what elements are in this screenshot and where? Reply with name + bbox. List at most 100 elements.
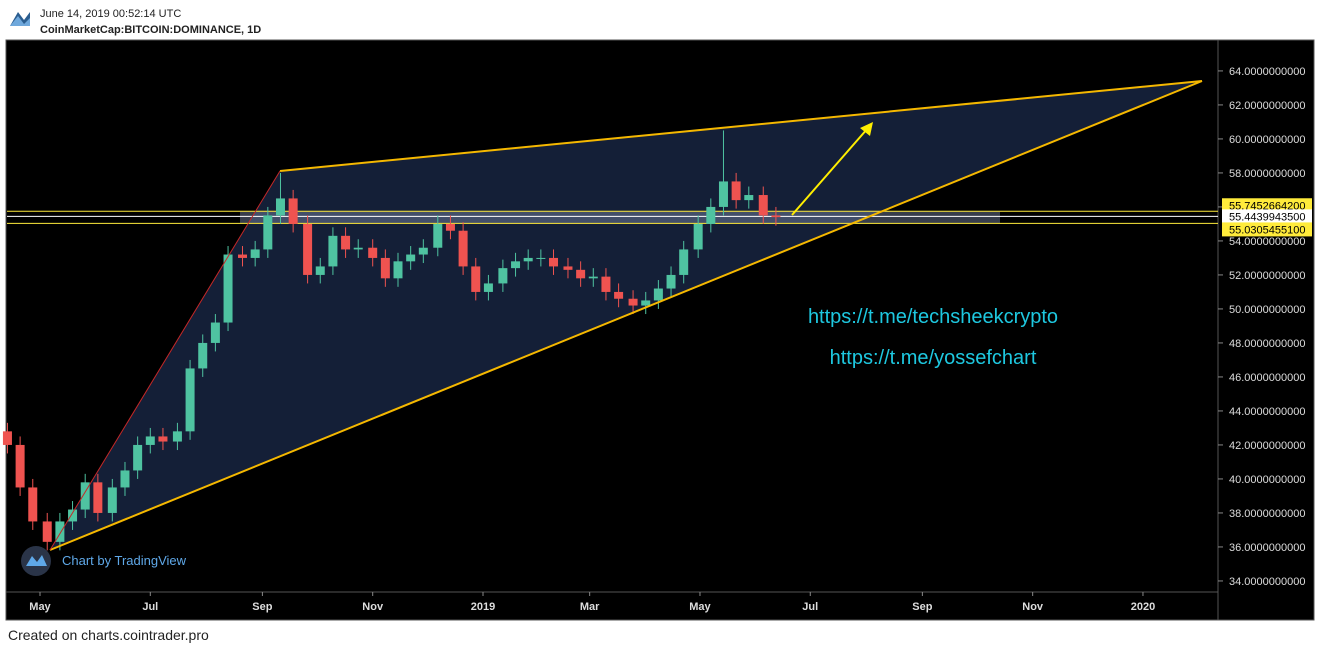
y-tick-label: 50.0000000000 — [1229, 304, 1305, 316]
candle-body — [471, 266, 481, 292]
x-tick-label: Jul — [802, 601, 818, 613]
candle-body — [758, 195, 768, 216]
candle-body — [288, 198, 298, 224]
candle-body — [523, 257, 533, 262]
y-tick-label: 64.0000000000 — [1229, 66, 1305, 78]
y-tick-label: 34.0000000000 — [1229, 576, 1305, 588]
y-tick-label: 60.0000000000 — [1229, 134, 1305, 146]
candle-body — [238, 254, 248, 258]
x-tick-label: 2019 — [471, 601, 495, 613]
candle-body — [653, 288, 663, 301]
x-tick-label: May — [29, 601, 51, 613]
candle-body — [679, 249, 689, 275]
y-tick-label: 58.0000000000 — [1229, 168, 1305, 180]
candle-body — [418, 247, 428, 255]
candle-body — [563, 266, 573, 270]
candle-body — [185, 368, 195, 432]
candle-body — [250, 249, 260, 258]
candle-body — [406, 254, 416, 262]
candle-body — [718, 181, 728, 207]
x-tick-label: Nov — [362, 601, 384, 613]
candle-body — [341, 235, 351, 250]
watermark[interactable]: Chart by TradingView — [21, 546, 187, 576]
candle-body — [549, 257, 559, 267]
y-tick-label: 52.0000000000 — [1229, 270, 1305, 282]
y-tick-label: 38.0000000000 — [1229, 508, 1305, 520]
candle-body — [614, 291, 624, 299]
candle-body — [498, 268, 508, 284]
candle-body — [458, 230, 468, 267]
wedge-left — [49, 170, 281, 551]
timestamp: June 14, 2019 00:52:14 UTC — [40, 8, 181, 20]
y-tick-label: 62.0000000000 — [1229, 100, 1305, 112]
candle-body — [536, 257, 546, 259]
arrow-head — [860, 122, 873, 136]
candle-body — [641, 300, 651, 306]
y-tick-label: 40.0000000000 — [1229, 474, 1305, 486]
candle-body — [42, 521, 52, 542]
candle-body — [93, 482, 103, 513]
symbol: CoinMarketCap:BITCOIN:DOMINANCE, 1D — [40, 24, 261, 36]
candle-body — [303, 223, 313, 275]
candle-body — [158, 436, 168, 442]
candle-body — [576, 269, 586, 279]
candle-body — [210, 322, 220, 343]
x-tick-label: Mar — [580, 601, 600, 613]
candle-body — [706, 206, 716, 224]
candle-body — [380, 257, 390, 279]
y-tick-label: 36.0000000000 — [1229, 542, 1305, 554]
watermark-text[interactable]: Chart by TradingView — [62, 553, 187, 568]
price-level-tag — [1222, 209, 1312, 224]
x-tick-label: Nov — [1022, 601, 1044, 613]
candle-body — [433, 223, 443, 248]
y-tick-label: 54.0000000000 — [1229, 236, 1305, 248]
arrow — [791, 127, 869, 216]
candle-body — [223, 254, 233, 323]
candle-body — [731, 181, 741, 201]
candle-body — [198, 342, 208, 369]
footer: Created on charts.cointrader.pro — [8, 627, 209, 643]
price-level-label: 55.4439943500 — [1229, 211, 1305, 223]
candle-body — [28, 487, 38, 522]
candle-body — [80, 482, 90, 510]
candle-body — [315, 266, 325, 275]
candle-body — [628, 298, 638, 306]
candle-body — [353, 247, 363, 250]
x-tick-label: Sep — [252, 601, 272, 613]
candle-body — [693, 223, 703, 250]
x-tick-label: Jul — [142, 601, 158, 613]
candle-body — [263, 215, 273, 250]
annotation: https://t.me/techsheekcrypto — [808, 306, 1058, 328]
candle-body — [145, 436, 155, 445]
y-tick-label: 42.0000000000 — [1229, 440, 1305, 452]
y-tick-label: 46.0000000000 — [1229, 372, 1305, 384]
wedge-upper — [279, 80, 1203, 172]
candle-body — [15, 444, 25, 488]
candle-body — [511, 261, 521, 269]
x-tick-label: 2020 — [1131, 601, 1155, 613]
candle-body — [588, 276, 598, 279]
candle-body — [483, 283, 493, 292]
price-level-label: 55.0305455100 — [1229, 224, 1305, 236]
zone — [240, 211, 1000, 224]
y-tick-label: 48.0000000000 — [1229, 338, 1305, 350]
candle-body — [601, 276, 611, 292]
candle-body — [368, 247, 378, 258]
y-tick-label: 44.0000000000 — [1229, 406, 1305, 418]
wedge-lower — [49, 80, 1203, 551]
price-level-tag — [1222, 222, 1312, 237]
candle-body — [445, 223, 455, 231]
candle-body — [666, 274, 676, 289]
candle-body — [328, 235, 338, 267]
x-tick-label: May — [689, 601, 711, 613]
annotation: https://t.me/yossefchart — [830, 347, 1037, 369]
candle-body — [133, 444, 143, 471]
candle-body — [393, 261, 403, 279]
candle-body — [275, 198, 285, 216]
candle-body — [744, 195, 754, 201]
candle-body — [771, 215, 781, 218]
logo — [10, 12, 30, 26]
candle-body — [120, 470, 130, 488]
